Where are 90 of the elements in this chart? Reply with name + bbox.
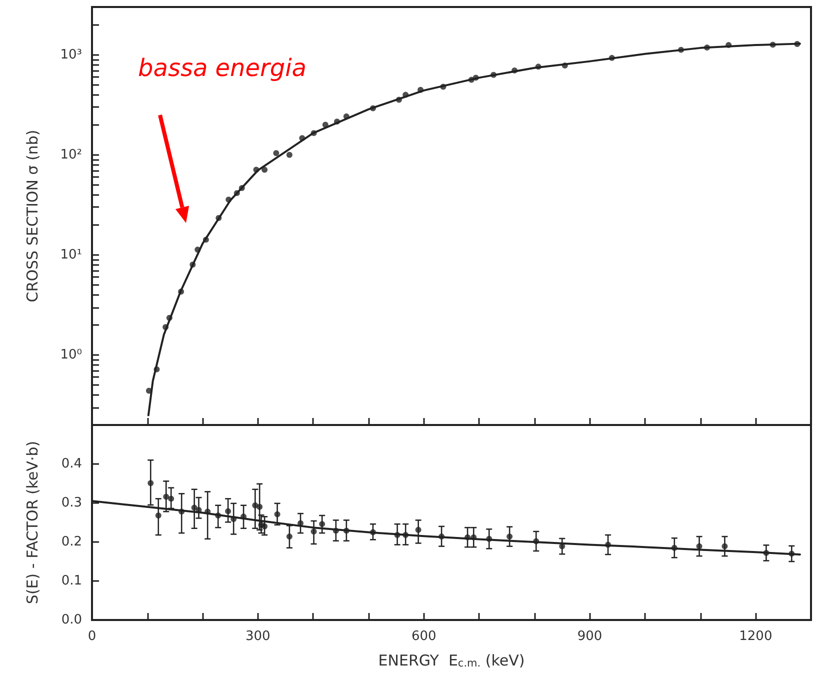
- point: [402, 92, 409, 98]
- point: [273, 150, 280, 156]
- y-tick-label: 0.3: [61, 496, 82, 510]
- point: [310, 528, 317, 534]
- point: [319, 521, 326, 528]
- point: [215, 512, 222, 518]
- point: [533, 538, 540, 544]
- y-tick-label: 0.1: [61, 574, 82, 588]
- point: [334, 118, 340, 125]
- point: [696, 543, 702, 550]
- point: [605, 542, 612, 548]
- point: [163, 494, 170, 500]
- point: [191, 504, 198, 511]
- point: [234, 190, 240, 196]
- point: [678, 46, 684, 53]
- point: [726, 42, 732, 48]
- point: [216, 214, 222, 221]
- point: [190, 262, 196, 268]
- x-tick-label: 300: [246, 629, 270, 644]
- point: [238, 185, 245, 192]
- point: [486, 536, 492, 542]
- x-tick-label: 900: [577, 629, 602, 644]
- point: [148, 480, 154, 486]
- point: [370, 529, 376, 536]
- point: [162, 324, 169, 330]
- y-tick-label: 10¹: [60, 247, 82, 262]
- point: [770, 42, 776, 48]
- point: [299, 135, 306, 142]
- point: [194, 246, 201, 253]
- y-tick-label: 0.2: [61, 534, 82, 550]
- point: [256, 504, 263, 510]
- point: [202, 236, 209, 243]
- point: [704, 44, 710, 51]
- point: [166, 314, 172, 321]
- point: [490, 72, 497, 78]
- point: [240, 514, 247, 520]
- point: [262, 523, 268, 530]
- point: [394, 532, 400, 538]
- point: [274, 511, 280, 518]
- point: [332, 528, 339, 534]
- point: [418, 86, 424, 93]
- x-tick-label: 0: [88, 629, 96, 644]
- x-axis-title: ENERGY Ec.m. (keV): [378, 652, 525, 670]
- point: [168, 496, 174, 502]
- point: [535, 64, 542, 70]
- point: [402, 532, 409, 538]
- y-tick-label: 0.4: [61, 456, 82, 472]
- point: [370, 105, 376, 112]
- point: [468, 76, 474, 83]
- point: [562, 62, 568, 69]
- point: [794, 41, 800, 48]
- point: [506, 534, 513, 540]
- point: [230, 516, 237, 522]
- point: [343, 528, 350, 534]
- point: [343, 113, 350, 120]
- point: [763, 550, 770, 556]
- point: [608, 54, 615, 61]
- point: [512, 67, 518, 74]
- point: [225, 508, 232, 514]
- point: [415, 526, 422, 533]
- point: [310, 130, 317, 136]
- point: [440, 84, 446, 90]
- point: [253, 166, 260, 173]
- y-tick-label: 10⁰: [60, 348, 82, 363]
- point: [178, 508, 185, 515]
- annotation: bassa energia: [138, 54, 307, 82]
- y-axis-title: CROSS SECTION σ (nb): [24, 130, 42, 302]
- y-tick-label: 10³: [60, 47, 82, 62]
- point: [262, 166, 268, 173]
- point: [472, 74, 479, 81]
- point: [286, 152, 292, 158]
- point: [464, 534, 471, 540]
- x-tick-label: 1200: [739, 629, 772, 644]
- point: [226, 196, 232, 203]
- point: [322, 122, 328, 128]
- point: [154, 366, 160, 372]
- point: [396, 96, 402, 103]
- point: [286, 534, 292, 540]
- y-axis-title: S(E) - FACTOR (keV·b): [24, 440, 42, 604]
- point: [438, 534, 445, 540]
- point: [204, 508, 211, 515]
- y-tick-label: 0.0: [61, 612, 82, 628]
- point: [470, 534, 477, 540]
- point: [671, 544, 678, 551]
- point: [722, 543, 728, 550]
- x-tick-label: 600: [411, 629, 436, 644]
- y-tick-label: 10²: [60, 147, 82, 162]
- point: [155, 512, 162, 518]
- point: [178, 288, 184, 295]
- point: [788, 550, 795, 557]
